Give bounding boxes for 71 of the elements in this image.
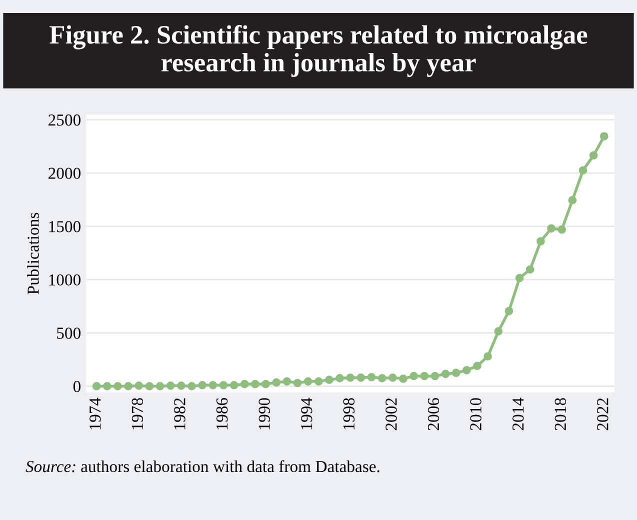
point <box>441 370 450 378</box>
point <box>219 380 228 390</box>
y-tick-label: 500 <box>57 328 80 339</box>
point <box>378 374 386 382</box>
point <box>515 274 524 282</box>
x-tick-label: 2010 <box>470 398 482 430</box>
point <box>145 382 154 390</box>
point <box>114 382 122 390</box>
x-tick-label: 2006 <box>428 398 440 430</box>
y-tick-label: 1000 <box>49 274 80 286</box>
point <box>325 376 334 384</box>
point <box>410 372 418 380</box>
point <box>462 366 471 374</box>
x-tick-label: 1978 <box>132 398 144 430</box>
point <box>430 372 440 380</box>
point <box>188 382 196 390</box>
y-tick-label: 2500 <box>48 114 80 126</box>
point <box>156 382 164 390</box>
point <box>568 196 577 204</box>
point <box>558 225 566 234</box>
y-tick-label: 2000 <box>48 168 80 179</box>
point <box>230 380 238 390</box>
point <box>262 380 270 388</box>
point <box>92 382 101 390</box>
source-note: Source: authors elaboration with data from Database. <box>26 460 380 472</box>
point <box>536 237 545 246</box>
point <box>208 380 218 390</box>
x-tick-label: 2014 <box>512 398 524 430</box>
point <box>293 378 302 388</box>
point <box>282 377 292 386</box>
point <box>526 265 534 274</box>
x-tick-label: 2022 <box>597 398 608 430</box>
point <box>388 374 397 382</box>
point <box>134 382 144 390</box>
point <box>176 382 186 390</box>
point <box>420 372 429 380</box>
point <box>399 374 408 383</box>
point <box>336 374 344 382</box>
x-tick-label: 1994 <box>301 398 312 430</box>
point <box>600 132 608 140</box>
point <box>484 352 492 361</box>
point <box>494 327 503 336</box>
point <box>504 306 514 316</box>
point <box>304 377 312 386</box>
point <box>198 380 206 390</box>
chart-title: Figure 2. Scientific papers related to microalgae research in journals by year <box>50 24 588 77</box>
point <box>124 382 132 390</box>
x-tick-label: 1998 <box>343 398 355 430</box>
point <box>251 380 260 388</box>
y-axis-title: Publications <box>27 212 39 294</box>
x-tick-label: 1986 <box>216 398 228 430</box>
point <box>367 372 376 382</box>
point <box>356 374 366 382</box>
y-tick-label: 1500 <box>49 221 80 232</box>
point <box>166 382 175 390</box>
point <box>589 151 598 160</box>
x-tick-label: 2018 <box>554 398 566 430</box>
point <box>452 368 460 378</box>
x-tick-label: 1974 <box>90 398 101 430</box>
point <box>102 382 112 390</box>
point <box>578 166 588 175</box>
x-tick-label: 2002 <box>386 398 397 430</box>
point <box>272 378 280 387</box>
point <box>473 362 482 370</box>
x-tick-label: 1990 <box>258 398 270 430</box>
y-tick-label: 0 <box>73 380 80 392</box>
point <box>346 374 355 382</box>
point <box>547 224 556 233</box>
point <box>240 380 249 388</box>
x-tick-label: 1982 <box>174 398 186 430</box>
point <box>314 377 323 386</box>
